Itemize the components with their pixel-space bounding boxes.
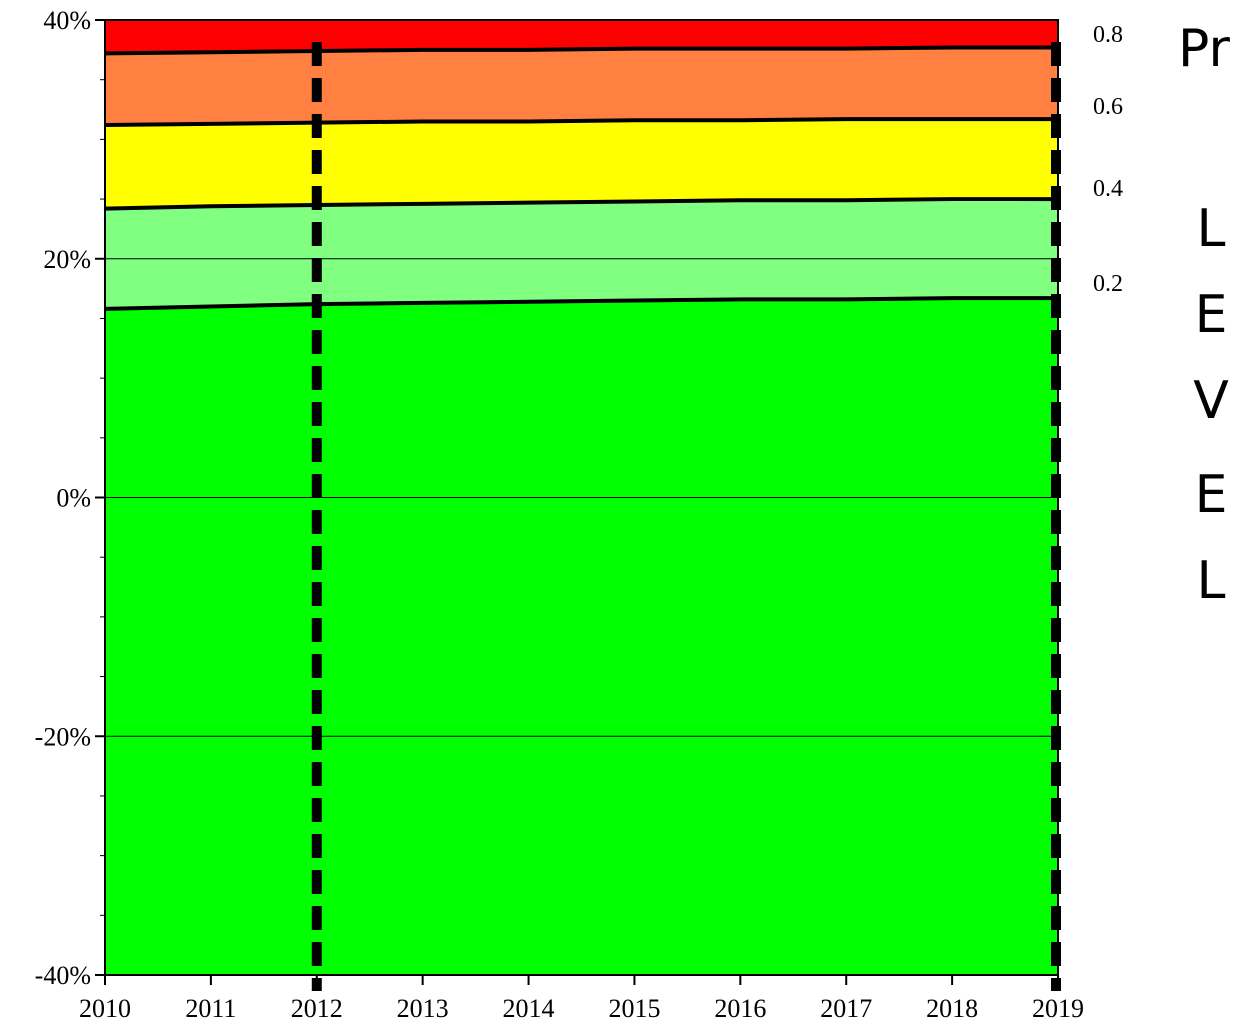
level-title-fragment: Pr (1178, 19, 1230, 79)
x-tick-label: 2018 (926, 994, 978, 1023)
level-value-label: 0.6 (1093, 94, 1123, 120)
level-value-label: 0.8 (1093, 22, 1123, 48)
x-tick-label: 2017 (820, 994, 872, 1023)
y-tick-label: -20% (35, 722, 91, 751)
vertical-markers (311, 42, 1061, 991)
y-tick-label: 0% (56, 484, 91, 513)
band-0 (105, 298, 1058, 975)
band-1 (105, 199, 1058, 309)
x-tick-label: 2019 (1032, 994, 1084, 1023)
boundary-line-0.6 (104, 117, 1058, 128)
x-tick-label: 2013 (397, 994, 449, 1023)
level-letter: L (1197, 551, 1226, 611)
band-boundary-lines (104, 45, 1058, 311)
level-letter: L (1197, 199, 1226, 259)
area-bands (105, 20, 1058, 975)
x-tick-label: 2015 (608, 994, 660, 1023)
x-tick-label: 2011 (185, 994, 236, 1023)
x-tick-label: 2014 (503, 994, 555, 1023)
level-letter: V (1193, 371, 1229, 431)
boundary-line-0.2 (104, 296, 1058, 311)
level-letter: E (1195, 285, 1228, 345)
band-3 (105, 47, 1058, 126)
level-value-label: 0.4 (1093, 176, 1123, 202)
band-4 (105, 20, 1058, 54)
band-2 (105, 119, 1058, 209)
y-tick-label: -40% (35, 961, 91, 990)
x-axis: 2010 2011 2012 2013 2014 2015 2016 2017 2018 2019 (79, 975, 1084, 1023)
level-value-label: 0.2 (1093, 271, 1123, 297)
level-letter: E (1195, 465, 1228, 525)
y-axis: 40% 20% 0% -20% -40% (35, 6, 105, 990)
x-tick-label: 2012 (291, 994, 343, 1023)
x-tick-label: 2010 (79, 994, 131, 1023)
y-tick-label: 20% (43, 245, 91, 274)
boundary-line-0.8 (104, 45, 1058, 56)
boundary-line-0.4 (104, 197, 1058, 211)
y-tick-label: 40% (43, 6, 91, 35)
x-tick-label: 2016 (714, 994, 766, 1023)
